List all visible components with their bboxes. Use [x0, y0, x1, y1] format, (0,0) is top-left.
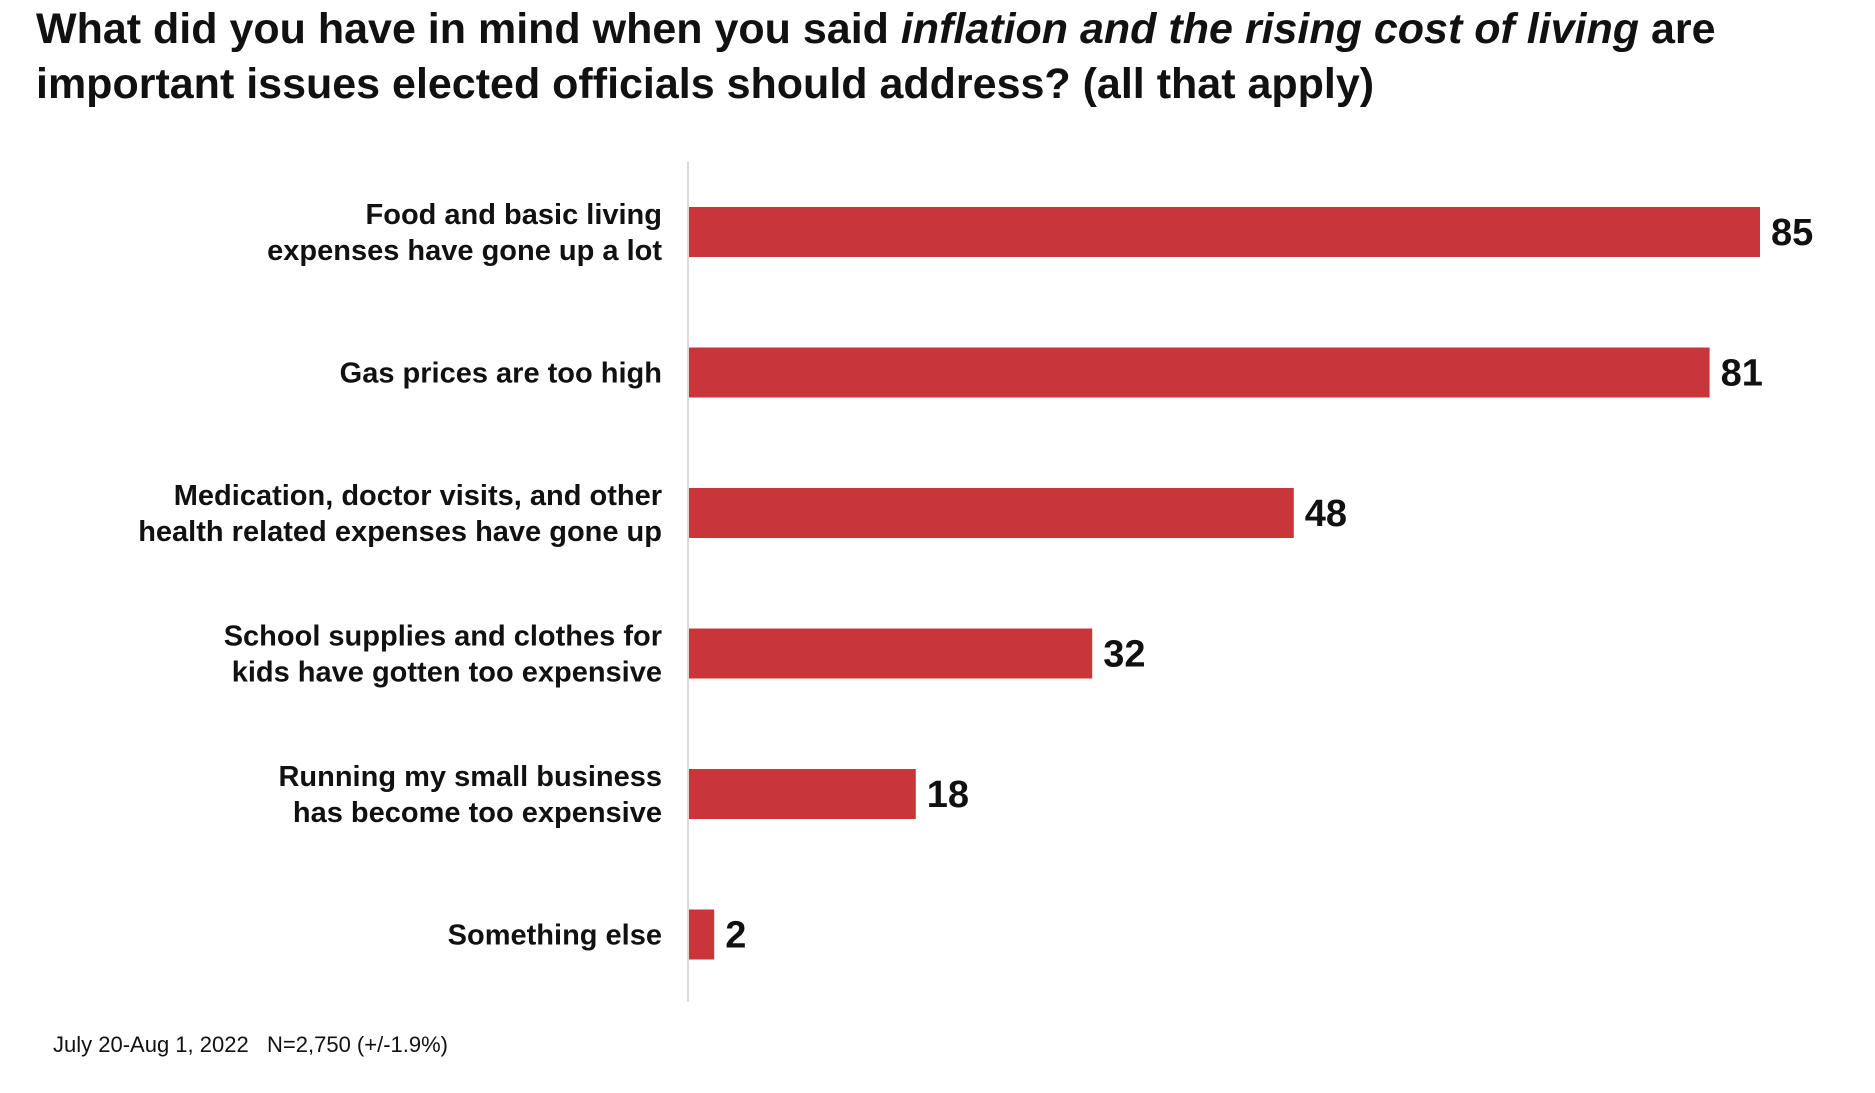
value-label-2: 48	[1305, 493, 1347, 535]
category-label-5-line-0: Something else	[448, 920, 662, 952]
value-label-1: 81	[1721, 353, 1763, 395]
category-label-0-line-0: Food and basic living	[366, 199, 662, 231]
bar-1	[689, 347, 1710, 398]
value-label-5: 2	[725, 915, 746, 957]
value-label-4: 18	[927, 774, 969, 816]
category-label-0-line-1: expenses have gone up a lot	[267, 235, 662, 267]
bars-layer: 85 Food and basic living expenses have gon…	[138, 199, 1813, 960]
category-label-3-line-0: School supplies and clothes for	[224, 621, 662, 653]
category-label-1-line-0: Gas prices are too high	[340, 358, 662, 390]
title-emphasis: inflation and the rising cost of living	[900, 5, 1640, 53]
bar-0	[689, 207, 1760, 257]
category-label-4-line-0: Running my small business	[278, 761, 662, 793]
bar-4	[689, 769, 916, 819]
bar-2	[689, 488, 1294, 538]
survey-footnote: July 20-Aug 1, 2022 N=2,750 (+/-1.9%)	[53, 1032, 449, 1057]
category-label-4-line-1: has become too expensive	[293, 797, 662, 829]
title-part-1: What did you have in mind when you said	[36, 5, 901, 53]
bar-5	[689, 909, 715, 960]
value-label-0: 85	[1771, 212, 1813, 254]
category-label-2-line-1: health related expenses have gone up	[138, 516, 662, 548]
chart-title: What did you have in mind when you said …	[36, 2, 1856, 112]
value-label-3: 32	[1103, 634, 1145, 676]
bar-3	[689, 628, 1093, 679]
category-label-3-line-1: kids have gotten too expensive	[232, 657, 662, 689]
category-label-2-line-0: Medication, doctor visits, and other	[174, 480, 662, 512]
title-part-2: are important issues elected officials s…	[36, 5, 1716, 108]
